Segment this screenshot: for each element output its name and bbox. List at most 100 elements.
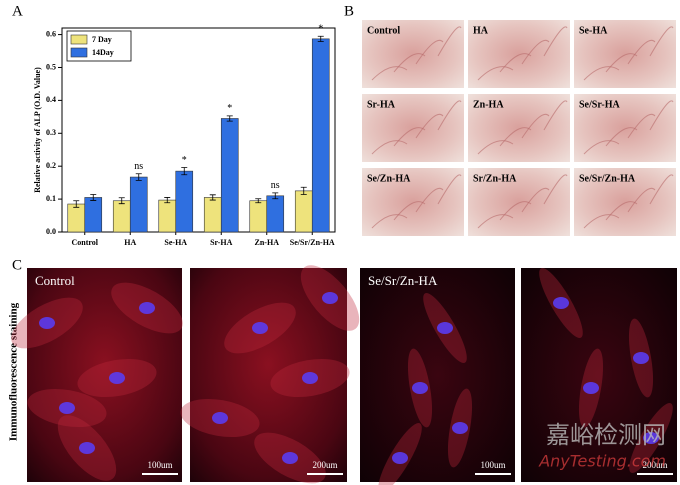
bar: [175, 170, 194, 233]
watermark-cn: 嘉峪检测网: [546, 421, 666, 449]
panel-label: C: [12, 257, 22, 273]
stain-fiber: [627, 187, 656, 213]
stain-fiber: [437, 100, 462, 131]
stain-image: [468, 168, 570, 236]
significance-label: *: [182, 155, 187, 166]
bar: [249, 200, 268, 233]
stain-fiber: [415, 39, 444, 65]
stain-fiber: [371, 214, 408, 229]
stain-fiber: [627, 39, 656, 65]
stain-image: [468, 20, 570, 88]
error-bar: [164, 197, 171, 204]
significance-label: ns: [271, 180, 280, 191]
image-label: Se-HA: [579, 25, 608, 36]
image-label: Se/Sr-HA: [579, 99, 621, 110]
x-tick-label: Se-HA: [164, 238, 187, 247]
fluorescence-image: [360, 268, 515, 482]
stain-fiber: [521, 113, 550, 139]
y-axis-label: Relative activity of ALP (O.D. Value): [33, 67, 42, 193]
nucleus: [437, 322, 453, 334]
y-tick-label: 0.2: [46, 161, 56, 170]
stain-image: [574, 20, 676, 88]
bar: [112, 200, 131, 233]
error-bar: [226, 115, 233, 122]
scale-bar-label: 100um: [147, 460, 172, 470]
image-label: Sr-HA: [367, 99, 396, 110]
x-tick-label: Zn-HA: [255, 238, 280, 247]
nucleus: [392, 452, 408, 464]
stain-fiber: [477, 140, 514, 155]
fluorescence-image: [521, 268, 677, 482]
image-label: Zn-HA: [473, 99, 504, 110]
nucleus: [302, 372, 318, 384]
image-label: Control: [367, 25, 400, 36]
image-label: Se/Sr/Zn-HA: [579, 173, 636, 184]
legend-swatch: [70, 34, 88, 45]
significance-label: *: [227, 103, 232, 114]
error-bar: [272, 192, 279, 200]
watermark-en: AnyTesting.com: [538, 452, 666, 471]
nucleus: [583, 382, 599, 394]
bar: [129, 176, 148, 233]
y-tick-label: 0.6: [46, 29, 56, 38]
bar: [294, 190, 313, 233]
stain-fiber: [521, 187, 550, 213]
stain-fiber: [649, 100, 674, 131]
image-label: Se/Sr/Zn-HA: [368, 273, 438, 288]
stain-fiber: [543, 174, 568, 205]
stain-fiber: [371, 140, 408, 155]
y-tick-label: 0.5: [46, 62, 56, 71]
panel-label: A: [12, 3, 23, 19]
stain-image: [362, 168, 464, 236]
scale-bar-label: 100um: [480, 460, 505, 470]
side-label: Immunofluorescence staining: [8, 302, 20, 441]
x-tick-label: Sr-HA: [210, 238, 233, 247]
nucleus: [553, 297, 569, 309]
stain-fiber: [583, 140, 620, 155]
stain-image: [362, 94, 464, 162]
bar: [220, 118, 239, 233]
x-tick-label: Se/Sr/Zn-HA: [290, 238, 335, 247]
bar: [203, 197, 222, 233]
error-bar: [255, 198, 262, 204]
image-label: HA: [473, 25, 489, 36]
significance-label: *: [318, 24, 323, 35]
panel-label: B: [344, 3, 354, 19]
stain-fiber: [649, 174, 674, 205]
x-tick-label: HA: [124, 238, 136, 247]
stain-fiber: [437, 26, 462, 57]
nucleus: [412, 382, 428, 394]
error-bar: [90, 194, 97, 201]
stain-image: [468, 94, 570, 162]
y-tick-label: 0.0: [46, 227, 56, 236]
image-label: Sr/Zn-HA: [473, 173, 517, 184]
fluorescence-image: [27, 268, 182, 482]
error-bar: [317, 35, 324, 42]
stain-fiber: [477, 214, 514, 229]
stain-fiber: [583, 214, 620, 229]
bar: [84, 197, 103, 233]
stain-fiber: [583, 66, 620, 81]
significance-label: ns: [134, 161, 143, 172]
bar: [311, 38, 330, 233]
nucleus: [452, 422, 468, 434]
stain-fiber: [415, 187, 444, 213]
stain-image: [362, 20, 464, 88]
nucleus: [252, 322, 268, 334]
nucleus: [212, 412, 228, 424]
nucleus: [633, 352, 649, 364]
y-tick-label: 0.1: [46, 194, 56, 203]
nucleus: [322, 292, 338, 304]
error-bar: [300, 186, 307, 195]
error-bar: [209, 194, 216, 201]
bar: [266, 195, 285, 233]
nucleus: [282, 452, 298, 464]
stain-fiber: [627, 113, 656, 139]
error-bar: [135, 173, 142, 181]
stain-fiber: [521, 39, 550, 65]
y-tick-label: 0.4: [46, 95, 56, 104]
legend-label: 7 Day: [92, 35, 112, 44]
error-bar: [181, 167, 188, 176]
nucleus: [139, 302, 155, 314]
nucleus: [79, 442, 95, 454]
